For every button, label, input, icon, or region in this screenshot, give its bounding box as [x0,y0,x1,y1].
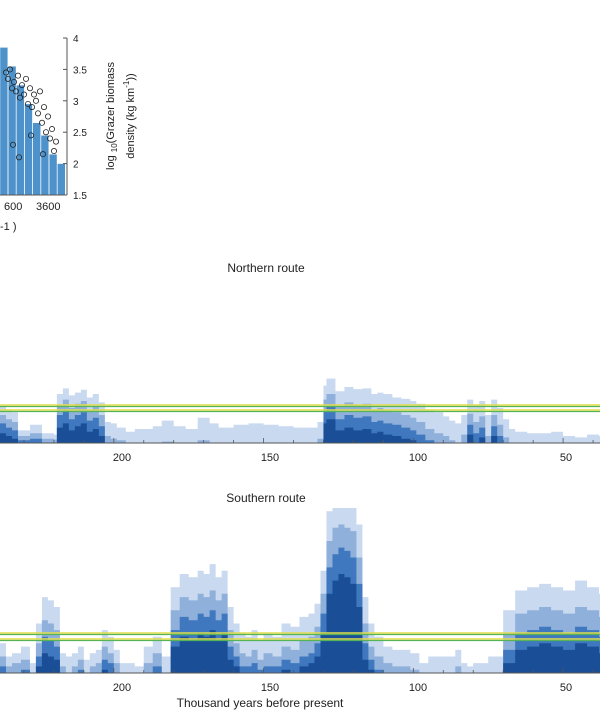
northern-route-title: Northern route [227,261,305,275]
inset-right-y-ticks: 1.5 2 2.5 3 3.5 4 [63,34,87,202]
northern-x-tick-label-200: 200 [113,452,131,464]
inset-scatter-point [51,148,58,155]
inset-histogram-bar [40,135,49,196]
inset-scatter-point [20,91,27,98]
southern-route-percentile-bands [0,508,600,673]
inset-scatter-point [3,69,9,76]
percentile-band-darkest [0,574,600,673]
inset-scatter-point [22,75,29,82]
x-axis-title: Thousand years before present [177,696,344,710]
inset-scatter-point [26,85,33,92]
northern-x-ticks [23,438,594,443]
inset-scatter-point [5,75,11,82]
inset-scatter-point [30,91,37,98]
inset-scatter-point [12,88,19,95]
inset-scatter-point [49,126,56,133]
inset-histogram-bar [16,84,25,196]
inset-scatter-point [47,135,54,142]
inset-y-tick-label: 3 [73,97,79,108]
inset-scatter-point [39,119,46,126]
northern-x-tick-label-100: 100 [409,452,427,464]
inset-histogram-bar [57,163,66,196]
inset-histogram-bars [0,47,66,196]
inset-scatter-point [33,97,40,104]
inset-histogram-bar [32,122,41,196]
inset-x-tick-label: 3600 [36,201,60,213]
percentile-band-darkest [0,419,600,443]
inset-y-axis-label-line2: density (kg km-1)) [122,73,137,158]
southern-x-ticks [23,668,594,673]
inset-histogram-bar [49,153,58,196]
inset-scatter-point [24,100,31,107]
inset-scatter-point [28,104,35,111]
inset-scatter-points [3,66,60,161]
inset-y-tick-label: 1.5 [73,191,87,202]
inset-y-tick-label: 2.5 [73,128,87,139]
inset-scatter-point [8,85,15,92]
inset-scatter-point [37,88,44,95]
southern-x-tick-label-100: 100 [409,682,427,694]
inset-scatter-point [43,129,50,136]
inset-scatter-point [18,82,25,89]
inset-scatter-point [53,138,60,145]
inset-scatter-point [16,94,23,101]
inset-scatter-point [9,141,16,148]
inset-histogram-bar [24,103,33,196]
southern-route-title: Southern route [226,491,306,505]
inset-histogram-panel: 1.5 2 2.5 3 3.5 4 600 3600 -1 ) log 10(Grazer… [0,34,137,233]
northern-x-tick-label-50: 50 [560,452,572,464]
inset-scatter-point [35,110,42,117]
inset-scatter-point [10,78,17,85]
northern-route-percentile-bands [0,378,600,443]
inset-y-tick-label: 3.5 [73,65,87,76]
inset-scatter-point [15,154,22,161]
northern-x-tick-label-150: 150 [261,452,279,464]
inset-histogram-bar [0,47,8,196]
southern-x-tick-label-200: 200 [113,682,131,694]
inset-y-tick-label: 4 [73,34,79,45]
southern-route-panel: Southern route 200 150 100 50 Thousand y… [0,491,600,710]
southern-x-tick-label-50: 50 [560,682,572,694]
inset-scatter-point [41,104,48,111]
inset-scatter-point [7,66,13,73]
inset-y-tick-label: 2 [73,160,79,171]
inset-scatter-point [40,151,47,158]
inset-scatter-point [14,72,21,79]
percentile-band-light [0,378,600,443]
inset-y-axis-label-line1: log 10(Grazer biomass [105,62,119,170]
southern-x-tick-label-150: 150 [261,682,279,694]
inset-scatter-point [45,113,52,120]
inset-x-tick-label: 600 [4,201,22,213]
inset-x-axis-label-fragment: -1 ) [0,221,17,233]
northern-route-panel: Northern route 200 150 100 50 [0,261,600,464]
inset-scatter-point [27,132,34,139]
